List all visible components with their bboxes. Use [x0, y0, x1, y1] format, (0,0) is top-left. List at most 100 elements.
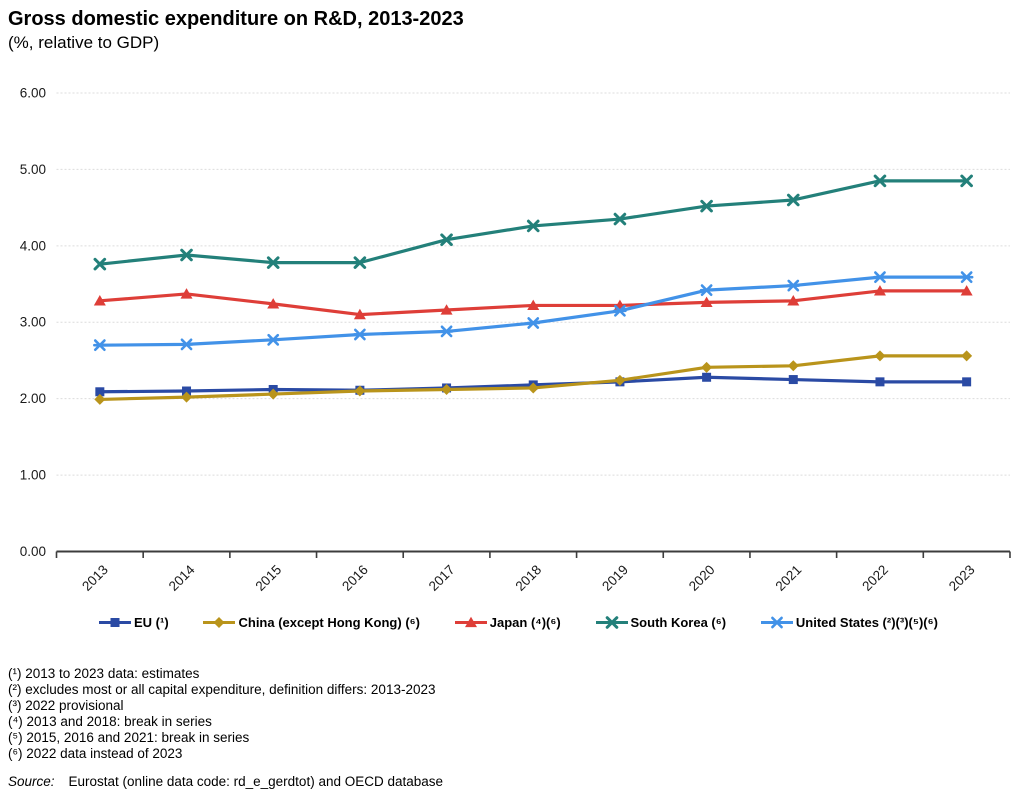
- x-tick-label: 2014: [166, 562, 198, 594]
- data-point-star: [770, 616, 784, 629]
- legend-label-eu: EU (¹): [134, 615, 169, 630]
- data-point-x: [93, 257, 107, 271]
- chart-legend: EU (¹) China (except Hong Kong) (⁶) Japan …: [98, 615, 938, 630]
- data-point-star: [353, 328, 367, 341]
- legend-label-south-korea: South Korea (⁶): [630, 615, 727, 630]
- data-point-triangle: [180, 288, 193, 299]
- data-point-diamond: [267, 388, 279, 400]
- data-point-square: [110, 618, 120, 627]
- data-point-star: [266, 333, 280, 346]
- series-japan: [93, 285, 973, 320]
- legend-label-china: China (except Hong Kong) (⁶): [238, 615, 420, 630]
- x-tick-label: 2021: [773, 562, 805, 594]
- data-point-triangle: [873, 285, 886, 296]
- series-line-south-korea: [98, 179, 969, 266]
- data-point-x: [440, 233, 453, 247]
- data-point-x: [613, 212, 627, 226]
- y-tick-label: 0.00: [20, 544, 46, 559]
- data-point-star: [93, 339, 107, 352]
- x-tick-label: 2018: [513, 562, 545, 594]
- legend-marker-eu: [99, 618, 131, 627]
- x-tick-label: 2013: [79, 562, 111, 594]
- data-point-x: [353, 256, 367, 269]
- series-china: [94, 350, 973, 405]
- data-point-triangle: [464, 616, 477, 628]
- data-point-diamond: [354, 385, 366, 397]
- data-point-diamond: [527, 382, 539, 394]
- data-point-x: [700, 199, 713, 213]
- data-point-diamond: [961, 350, 973, 362]
- data-point-star: [613, 304, 627, 317]
- data-point-star: [699, 284, 714, 297]
- data-point-x: [605, 616, 618, 629]
- data-point-x: [786, 193, 800, 207]
- y-tick-label: 3.00: [20, 315, 46, 330]
- data-point-star: [526, 317, 541, 329]
- data-point-square: [788, 375, 798, 385]
- y-tick-label: 4.00: [20, 238, 46, 253]
- x-tick-label: 2020: [686, 562, 718, 594]
- data-point-triangle: [700, 296, 713, 307]
- x-tick-label: 2023: [946, 562, 978, 594]
- source-label: Source:: [8, 774, 55, 789]
- legend-item-united-states: United States (²)(³)(⁵)(⁶): [760, 615, 938, 630]
- footnote-line: (⁵) 2015, 2016 and 2021: break in series: [8, 730, 250, 745]
- data-point-square: [875, 377, 885, 387]
- legend-item-japan: Japan (⁴)(⁶): [454, 615, 561, 630]
- chart-title: Gross domestic expenditure on R&D, 2013-…: [8, 8, 464, 30]
- legend-marker-united-states: [760, 616, 793, 629]
- legend-label-united-states: United States (²)(³)(⁵)(⁶): [795, 615, 938, 630]
- footnote-line: (³) 2022 provisional: [8, 698, 124, 713]
- x-tick-label: 2022: [859, 562, 891, 594]
- footnote-line: (⁶) 2022 data instead of 2023: [8, 746, 183, 761]
- footnote-line: (²) excludes most or all capital expendi…: [8, 682, 436, 697]
- data-point-square: [95, 387, 105, 397]
- data-point-star: [179, 338, 194, 351]
- x-tick-label: 2015: [252, 562, 284, 594]
- data-point-diamond: [874, 350, 886, 362]
- legend-marker-china: [203, 617, 236, 628]
- y-tick-label: 1.00: [20, 468, 46, 483]
- chart-subtitle: (%, relative to GDP): [8, 33, 160, 52]
- data-point-diamond: [213, 617, 225, 628]
- data-point-diamond: [94, 393, 106, 405]
- legend-marker-south-korea: [595, 616, 628, 629]
- legend-item-china: China (except Hong Kong) (⁶): [202, 615, 420, 630]
- data-point-star: [873, 271, 887, 284]
- footnotes-block: (¹) 2013 to 2023 data: estimates (²) excl…: [8, 666, 436, 762]
- data-point-x: [873, 174, 887, 188]
- source-line: Source: Eurostat (online data code: rd_e_…: [8, 774, 443, 789]
- data-point-triangle: [787, 295, 800, 306]
- legend-marker-japan: [454, 616, 487, 628]
- data-point-triangle: [353, 308, 366, 320]
- x-tick-label: 2016: [339, 562, 371, 594]
- series-south-korea: [93, 174, 973, 271]
- data-point-triangle: [93, 295, 106, 306]
- y-tick-label: 5.00: [20, 162, 46, 177]
- data-point-square: [702, 372, 712, 382]
- source-text: Eurostat (online data code: rd_e_gerdtot…: [68, 774, 444, 789]
- x-tick-label: 2017: [426, 562, 458, 594]
- x-tick-label: 2019: [599, 562, 631, 594]
- data-point-square: [962, 377, 972, 387]
- data-point-diamond: [181, 391, 193, 403]
- data-point-star: [959, 271, 974, 284]
- data-point-triangle: [527, 299, 540, 311]
- data-point-star: [786, 279, 801, 292]
- data-point-diamond: [614, 374, 626, 386]
- line-chart-plot: 0.00 1.00 2.00 3.00 4.00 5.00 6.00 2013 2014 2015…: [20, 85, 1011, 594]
- data-point-diamond: [701, 361, 713, 373]
- footnote-line: (⁴) 2013 and 2018: break in series: [8, 714, 212, 729]
- data-point-x: [180, 248, 193, 262]
- series-line-united-states: [98, 275, 969, 347]
- legend-label-japan: Japan (⁴)(⁶): [489, 615, 561, 630]
- data-point-diamond: [787, 360, 799, 372]
- data-point-diamond: [441, 383, 453, 395]
- y-tick-label: 2.00: [20, 391, 46, 406]
- data-point-x: [526, 219, 540, 233]
- data-point-x: [266, 256, 280, 269]
- data-point-triangle: [267, 298, 280, 309]
- data-point-triangle: [440, 304, 453, 315]
- data-point-triangle: [960, 285, 973, 296]
- series-united-states: [93, 271, 974, 352]
